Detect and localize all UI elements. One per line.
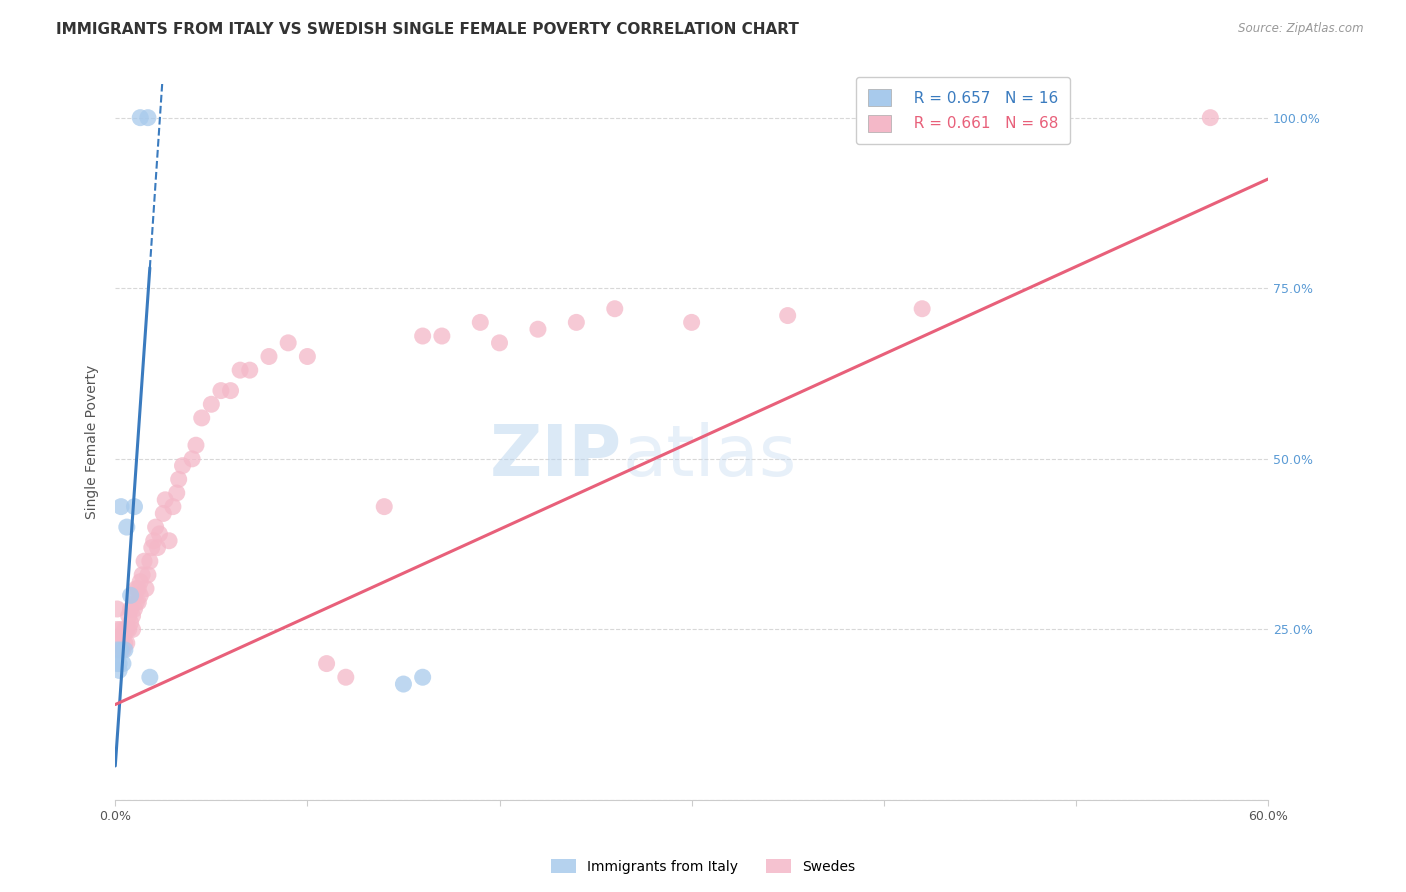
Point xyxy=(565,315,588,329)
Point xyxy=(681,315,703,329)
Point xyxy=(110,643,132,657)
Point xyxy=(142,533,165,548)
Point xyxy=(129,588,152,602)
Text: IMMIGRANTS FROM ITALY VS SWEDISH SINGLE FEMALE POVERTY CORRELATION CHART: IMMIGRANTS FROM ITALY VS SWEDISH SINGLE … xyxy=(56,22,799,37)
Point xyxy=(184,438,207,452)
Point xyxy=(127,595,149,609)
Point xyxy=(115,623,138,637)
Point xyxy=(229,363,252,377)
Point xyxy=(111,643,134,657)
Point xyxy=(132,554,155,568)
Point xyxy=(148,527,170,541)
Point xyxy=(145,520,167,534)
Point xyxy=(136,111,159,125)
Point xyxy=(392,677,415,691)
Point xyxy=(470,315,492,329)
Point xyxy=(152,507,174,521)
Point xyxy=(124,500,146,514)
Point xyxy=(412,670,434,684)
Point xyxy=(115,636,138,650)
Point xyxy=(105,623,128,637)
Point xyxy=(121,608,143,623)
Point xyxy=(219,384,242,398)
Point xyxy=(114,623,136,637)
Point xyxy=(166,486,188,500)
Point xyxy=(190,411,212,425)
Point xyxy=(115,520,138,534)
Point xyxy=(141,541,163,555)
Point xyxy=(125,595,148,609)
Text: atlas: atlas xyxy=(623,422,797,491)
Point xyxy=(209,384,232,398)
Legend:   R = 0.657   N = 16,   R = 0.661   N = 68: R = 0.657 N = 16, R = 0.661 N = 68 xyxy=(856,77,1070,144)
Point xyxy=(124,602,146,616)
Point xyxy=(488,335,510,350)
Point xyxy=(125,582,148,596)
Point xyxy=(297,350,319,364)
Point xyxy=(108,657,131,671)
Point xyxy=(172,458,194,473)
Point xyxy=(124,588,146,602)
Point xyxy=(105,602,128,616)
Point xyxy=(110,636,132,650)
Point xyxy=(412,329,434,343)
Point xyxy=(121,623,143,637)
Point xyxy=(603,301,626,316)
Point xyxy=(776,309,799,323)
Point xyxy=(129,111,152,125)
Point xyxy=(110,500,132,514)
Point xyxy=(108,664,131,678)
Point xyxy=(120,602,142,616)
Point xyxy=(335,670,357,684)
Text: Source: ZipAtlas.com: Source: ZipAtlas.com xyxy=(1239,22,1364,36)
Point xyxy=(1199,111,1222,125)
Point xyxy=(105,657,128,671)
Point xyxy=(135,582,157,596)
Point xyxy=(127,582,149,596)
Point xyxy=(315,657,337,671)
Point xyxy=(136,567,159,582)
Point xyxy=(373,500,395,514)
Point xyxy=(131,567,153,582)
Point xyxy=(118,608,141,623)
Point xyxy=(108,643,131,657)
Point xyxy=(111,629,134,643)
Point xyxy=(162,500,184,514)
Point xyxy=(146,541,169,555)
Point xyxy=(139,554,162,568)
Point xyxy=(157,533,180,548)
Point xyxy=(277,335,299,350)
Point xyxy=(430,329,453,343)
Point xyxy=(120,615,142,630)
Point xyxy=(181,451,204,466)
Point xyxy=(911,301,934,316)
Point xyxy=(527,322,550,336)
Point xyxy=(200,397,222,411)
Point xyxy=(167,472,190,486)
Point xyxy=(139,670,162,684)
Y-axis label: Single Female Poverty: Single Female Poverty xyxy=(86,365,100,519)
Point xyxy=(105,643,128,657)
Point xyxy=(120,588,142,602)
Point xyxy=(155,492,177,507)
Legend: Immigrants from Italy, Swedes: Immigrants from Italy, Swedes xyxy=(544,852,862,880)
Point xyxy=(108,629,131,643)
Point xyxy=(110,623,132,637)
Point xyxy=(114,643,136,657)
Point xyxy=(118,623,141,637)
Point xyxy=(111,657,134,671)
Text: ZIP: ZIP xyxy=(491,422,623,491)
Point xyxy=(257,350,280,364)
Point xyxy=(129,574,152,589)
Point xyxy=(239,363,262,377)
Point xyxy=(114,636,136,650)
